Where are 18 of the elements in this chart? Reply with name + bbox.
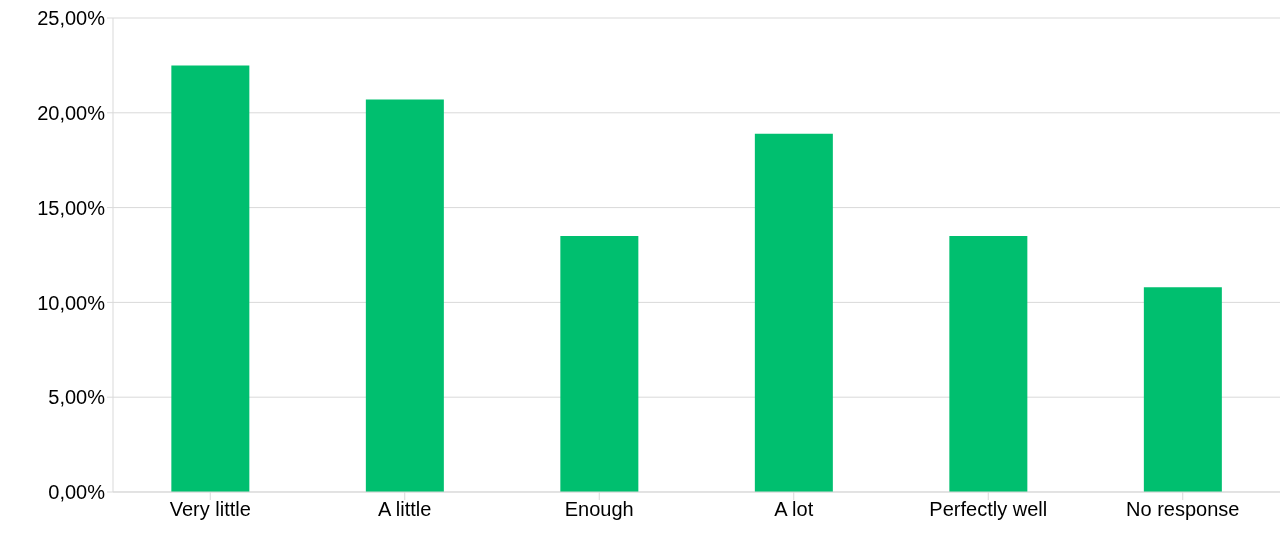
y-tick-label: 20,00% xyxy=(37,101,106,124)
y-tick-label: 5,00% xyxy=(48,386,106,409)
y-tick-label: 0,00% xyxy=(48,481,106,504)
y-tick-label: 25,00% xyxy=(37,7,106,30)
bar xyxy=(949,236,1028,492)
x-tick-label: Very little xyxy=(169,498,251,521)
bar xyxy=(560,236,639,492)
x-tick-label: A lot xyxy=(774,498,814,521)
bar xyxy=(365,99,444,492)
y-tick-label: 15,00% xyxy=(37,196,106,219)
x-tick-label: A little xyxy=(378,498,432,521)
x-tick-label: Perfectly well xyxy=(929,498,1048,521)
bar xyxy=(171,65,250,492)
x-tick-label: No response xyxy=(1126,498,1240,521)
bar xyxy=(754,133,833,492)
x-tick-label: Enough xyxy=(564,498,634,521)
y-tick-label: 10,00% xyxy=(37,291,106,314)
bar xyxy=(1143,287,1222,492)
